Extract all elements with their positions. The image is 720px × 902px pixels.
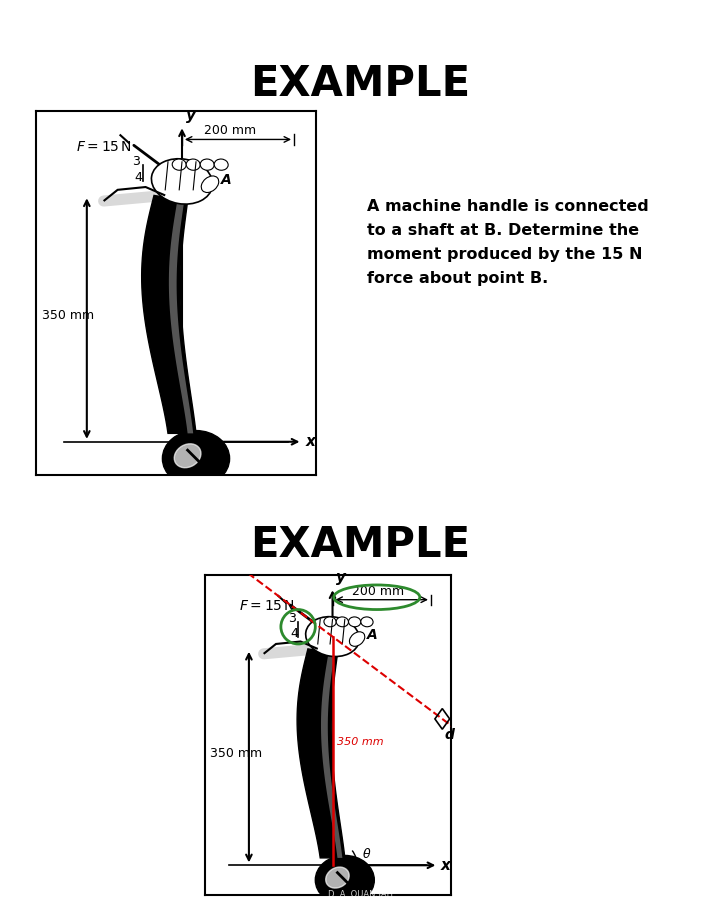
Ellipse shape bbox=[349, 631, 365, 647]
Ellipse shape bbox=[324, 617, 336, 627]
Ellipse shape bbox=[336, 617, 348, 627]
Polygon shape bbox=[321, 652, 342, 858]
Text: www.knust.edu.g: www.knust.edu.g bbox=[633, 17, 706, 26]
Text: EXAMPLE: EXAMPLE bbox=[250, 524, 470, 566]
Text: D. A. QUANSAH: D. A. QUANSAH bbox=[328, 890, 392, 899]
Text: A: A bbox=[367, 628, 378, 642]
Text: $F = 15\,\mathrm{N}$: $F = 15\,\mathrm{N}$ bbox=[76, 140, 132, 153]
Text: www.knust.edu.g: www.knust.edu.g bbox=[640, 469, 706, 478]
Text: $F = 15\,\mathrm{N}$: $F = 15\,\mathrm{N}$ bbox=[239, 599, 295, 612]
Text: A: A bbox=[221, 173, 232, 188]
Text: 200 mm: 200 mm bbox=[204, 124, 256, 137]
Text: 4: 4 bbox=[291, 627, 299, 640]
Ellipse shape bbox=[151, 159, 212, 204]
Text: B: B bbox=[328, 868, 339, 883]
Text: d: d bbox=[445, 728, 454, 741]
Text: D. A. QUANSAH: D. A. QUANSAH bbox=[325, 17, 395, 26]
Text: $\theta$: $\theta$ bbox=[362, 847, 372, 861]
Text: 200 mm: 200 mm bbox=[352, 584, 405, 598]
Ellipse shape bbox=[361, 617, 373, 627]
Text: f  🐦: f 🐦 bbox=[640, 16, 656, 26]
Text: 3: 3 bbox=[288, 612, 296, 625]
Ellipse shape bbox=[315, 855, 374, 902]
Polygon shape bbox=[169, 199, 193, 433]
Text: 350 mm: 350 mm bbox=[210, 747, 261, 760]
Ellipse shape bbox=[306, 617, 359, 657]
Polygon shape bbox=[142, 196, 196, 433]
Ellipse shape bbox=[202, 176, 219, 192]
Ellipse shape bbox=[186, 159, 200, 170]
Text: y: y bbox=[336, 570, 346, 585]
Ellipse shape bbox=[200, 159, 214, 170]
Polygon shape bbox=[297, 649, 345, 858]
Text: Please try your
hands on this!: Please try your hands on this! bbox=[510, 667, 678, 713]
Ellipse shape bbox=[325, 867, 349, 888]
Text: 3: 3 bbox=[132, 154, 140, 168]
Text: x: x bbox=[305, 434, 315, 449]
Ellipse shape bbox=[348, 617, 361, 627]
Text: 350 mm: 350 mm bbox=[42, 308, 94, 322]
Text: EXAMPLE: EXAMPLE bbox=[250, 63, 470, 105]
Ellipse shape bbox=[174, 444, 201, 468]
Text: 350 mm: 350 mm bbox=[338, 737, 384, 747]
Text: D. A. QUANSAH: D. A. QUANSAH bbox=[328, 469, 392, 478]
Text: x: x bbox=[441, 858, 451, 873]
Ellipse shape bbox=[163, 430, 230, 486]
Ellipse shape bbox=[214, 159, 228, 170]
Text: y: y bbox=[186, 107, 196, 123]
Ellipse shape bbox=[172, 159, 186, 170]
Text: 4: 4 bbox=[135, 171, 143, 184]
Text: B: B bbox=[176, 446, 188, 462]
Text: A machine handle is connected
to a shaft at B. Determine the
moment produced by : A machine handle is connected to a shaft… bbox=[367, 199, 649, 287]
